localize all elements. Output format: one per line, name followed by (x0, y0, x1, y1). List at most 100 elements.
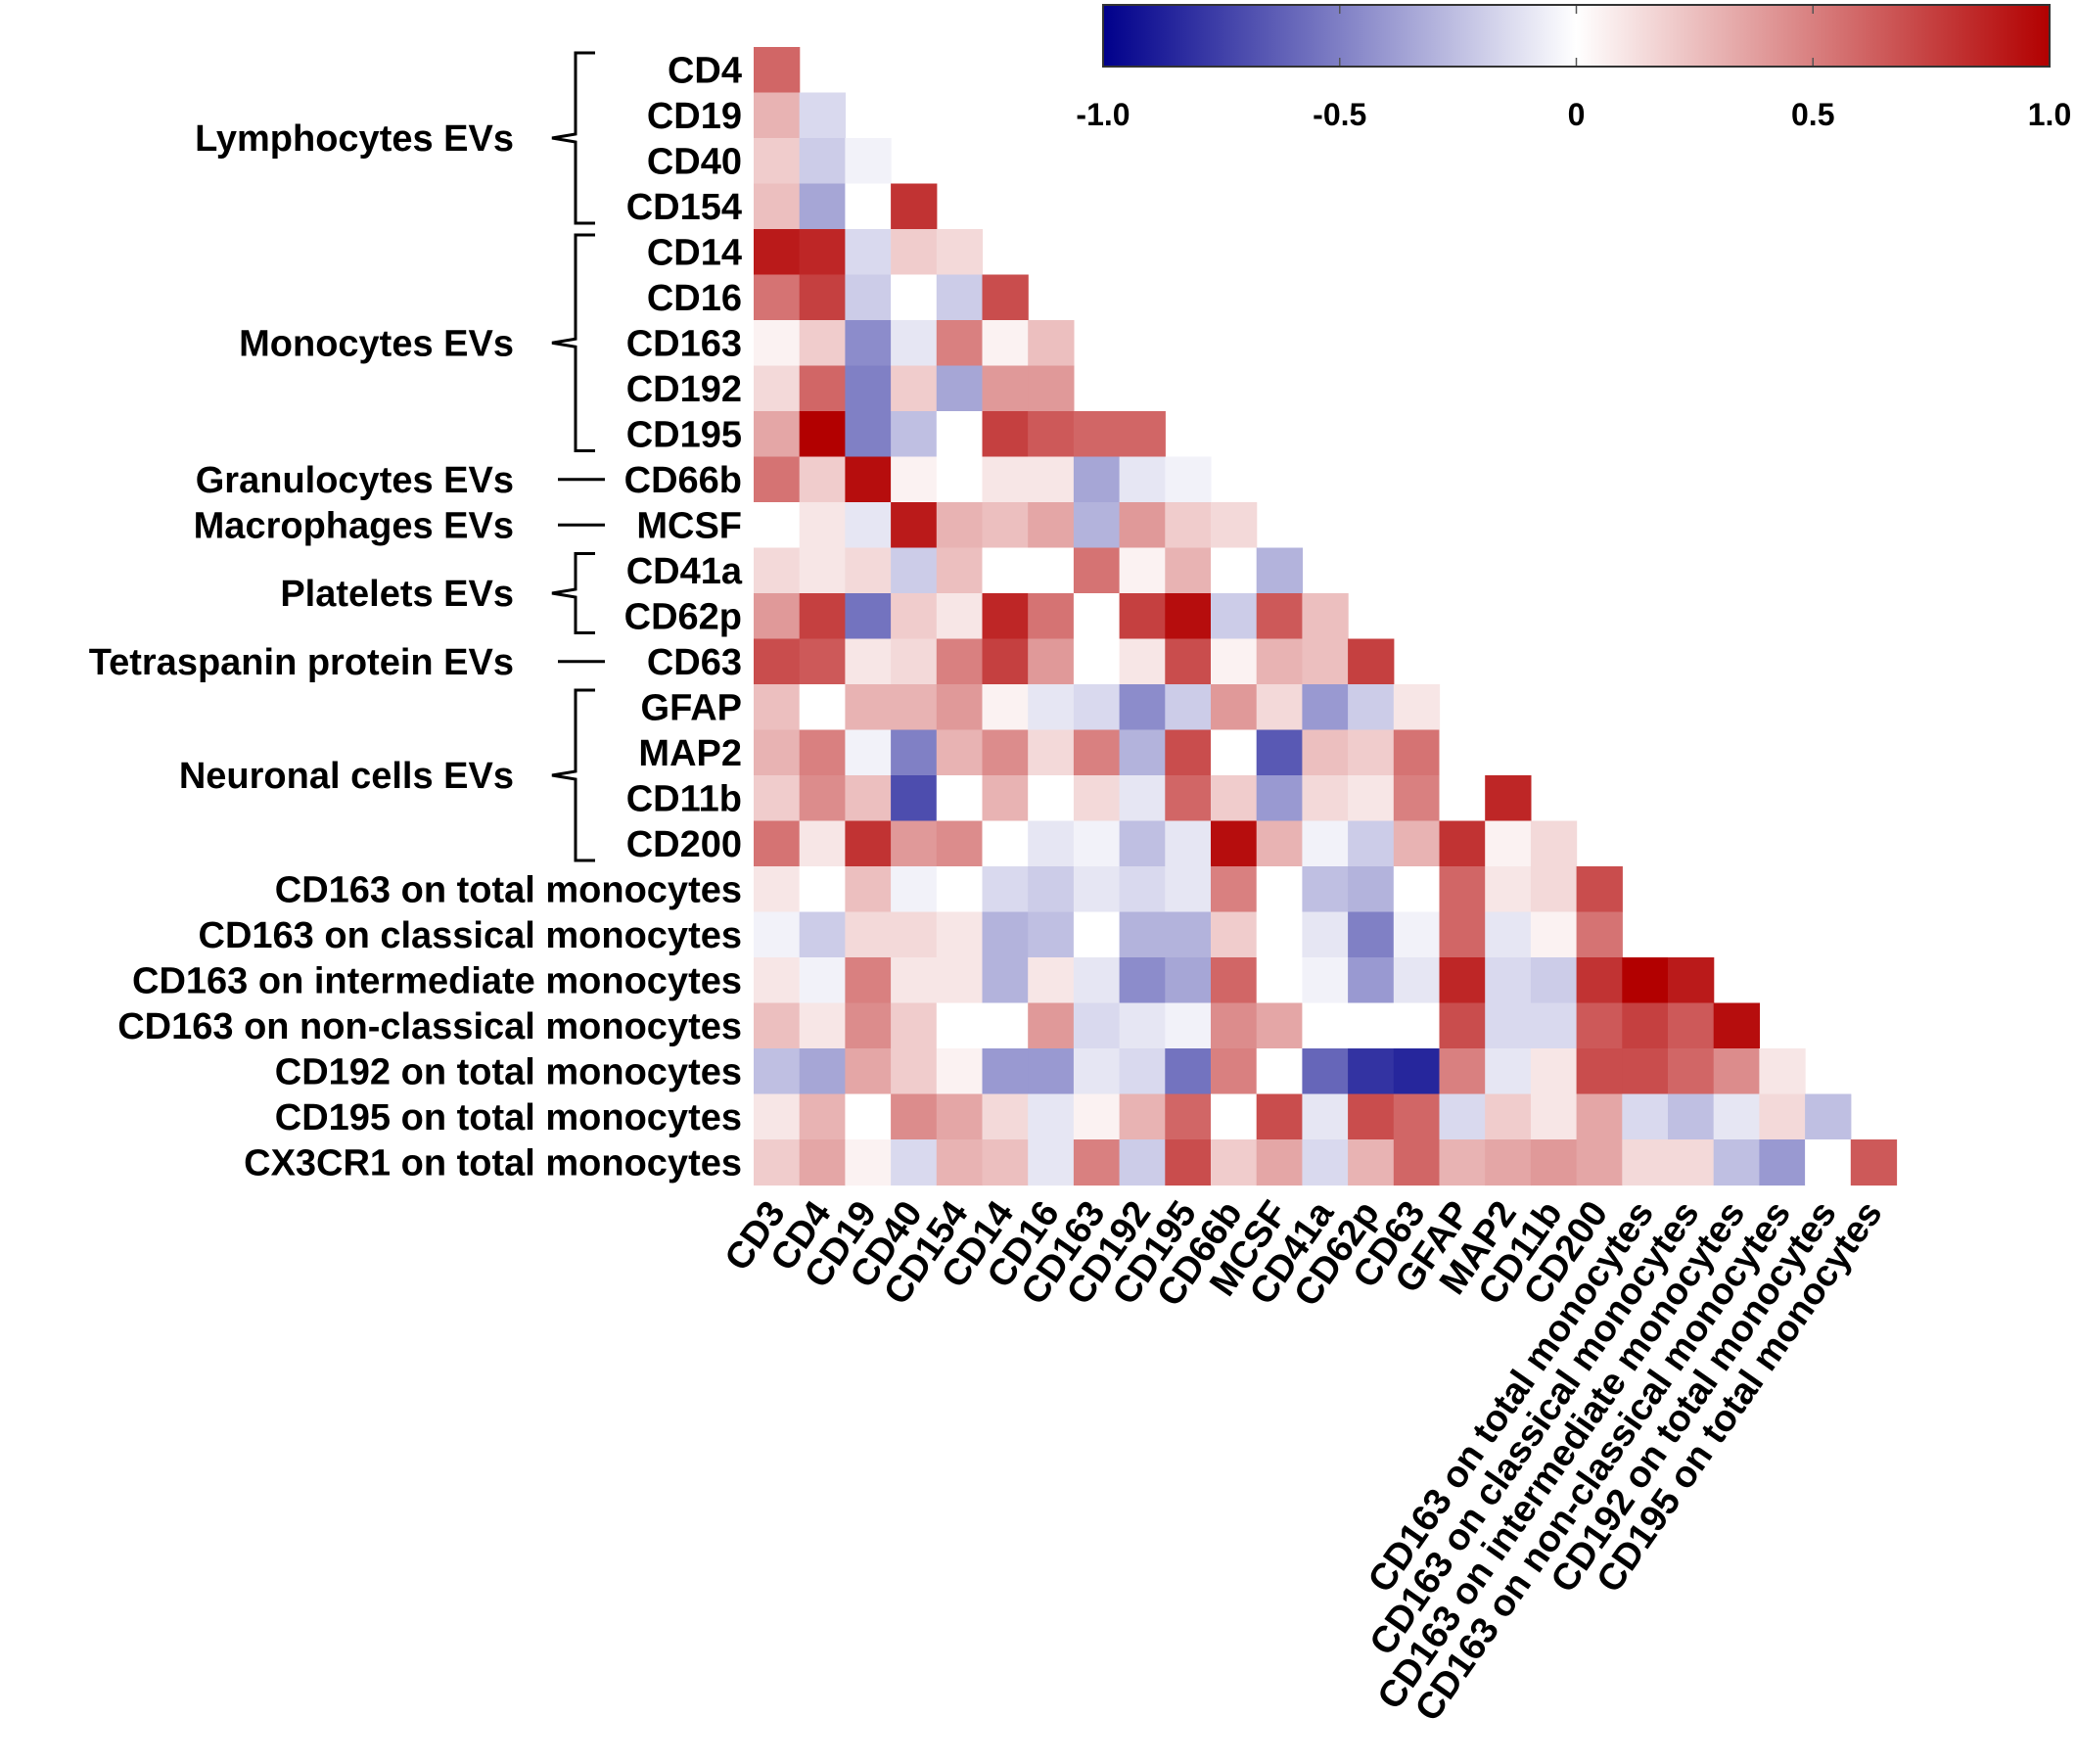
heatmap-cell: MCSF / CD4: 0.1 (799, 502, 846, 549)
heatmap-cell: CD63 / CD16: 0.4 (1028, 638, 1075, 685)
heatmap-cell: CD192 / CD4: 0.6 (799, 365, 846, 412)
heatmap-cell: CD163 on classical monocytes / CD4: -0.2 (799, 911, 846, 958)
row-label: CD195 on total monocytes (275, 1097, 742, 1138)
heatmap-cell: CD163 on classical monocytes / CD14: -0.… (982, 911, 1029, 958)
heatmap-cell: CD163 on non-classical monocytes / CD4: … (799, 1002, 846, 1049)
heatmap-cell: MAP2 / CD16: 0.15 (1028, 729, 1075, 776)
heatmap-cell: CD163 on non-classical monocytes / MCSF:… (1256, 1002, 1303, 1049)
heatmap-cell: CD192 on total monocytes / CD41a: -0.6 (1302, 1048, 1349, 1095)
heatmap-cell: MAP2 / CD192: -0.3 (1119, 729, 1166, 776)
heatmap-cell: GFAP / CD16: -0.1 (1028, 684, 1075, 731)
row-label: CD154 (626, 187, 742, 228)
heatmap-cell: CX3CR1 on total monocytes / CD62p: 0.3 (1348, 1139, 1395, 1186)
heatmap-cell: CD163 on classical monocytes / CD16: -0.… (1028, 911, 1075, 958)
heatmap-cell: CD163 on non-classical monocytes / MAP2:… (1485, 1002, 1532, 1049)
heatmap-cell: CD163 / CD16: 0.25 (1028, 320, 1075, 367)
heatmap-cell: CD63 / CD66b: 0.05 (1211, 638, 1258, 685)
heatmap-cell: GFAP / CD163: -0.15 (1073, 684, 1121, 731)
heatmap-cell: CD163 on intermediate monocytes / CD154:… (936, 957, 984, 1004)
heatmap-cell: CD195 on total monocytes / CD163: 0.05 (1073, 1093, 1121, 1140)
heatmap-cell: MAP2 / CD154: 0.3 (936, 729, 984, 776)
heatmap-cell: CD195 on total monocytes / CD16: -0.1 (1028, 1093, 1075, 1140)
heatmap-cell: CD200 / CD16: -0.1 (1028, 820, 1075, 867)
heatmap-cell: CD163 on intermediate monocytes / CD63: … (1393, 957, 1441, 1004)
heatmap-cell: CD163 on total monocytes / CD16: -0.2 (1028, 866, 1075, 913)
heatmap-cell: CD154 / CD3: 0.25 (754, 183, 801, 230)
heatmap-cell: CD163 on classical monocytes / CD62p: -0… (1348, 911, 1395, 958)
heatmap-cell: CD11b / MCSF: -0.4 (1256, 775, 1303, 822)
group-label: Neuronal cells EVs (179, 756, 514, 797)
heatmap-cell: GFAP / CD192: -0.45 (1119, 684, 1166, 731)
heatmap-cell: CD16 / CD3: 0.55 (754, 274, 801, 321)
heatmap-cell: MAP2 / CD4: 0.5 (799, 729, 846, 776)
heatmap-cell: CD163 on non-classical monocytes / CD163… (1668, 1002, 1715, 1049)
heatmap-cell: CD62p / CD14: 0.85 (982, 593, 1029, 640)
heatmap-cell: CD163 on non-classical monocytes / CD66b… (1211, 1002, 1258, 1049)
heatmap-cell: CD62p / MCSF: 0.65 (1256, 593, 1303, 640)
heatmap-cell: MAP2 / CD41a: 0.25 (1302, 729, 1349, 776)
heatmap-cell: CD66b / CD3: 0.55 (754, 456, 801, 503)
heatmap-cell: CD163 on total monocytes / CD195: -0.1 (1165, 866, 1212, 913)
heatmap-cell: CD192 on total monocytes / CD163 on inte… (1713, 1048, 1760, 1095)
group-label: Macrophages EVs (194, 505, 514, 546)
heatmap-cell: CD195 on total monocytes / CD41a: -0.1 (1302, 1093, 1349, 1140)
group-bracket (551, 688, 595, 862)
heatmap-cell: CD66b / CD154: 0 (936, 456, 984, 503)
heatmap-cell: CD192 on total monocytes / CD192: -0.15 (1119, 1048, 1166, 1095)
heatmap-cell: CD192 on total monocytes / CD14: -0.4 (982, 1048, 1029, 1095)
heatmap-cell: CD163 on non-classical monocytes / CD192… (1119, 1002, 1166, 1049)
heatmap-cell: CD163 on non-classical monocytes / GFAP:… (1439, 1002, 1486, 1049)
heatmap-cell: MAP2 / CD66b: 0 (1211, 729, 1258, 776)
heatmap-cell: CD163 on classical monocytes / CD154: 0.… (936, 911, 984, 958)
heatmap-cell: MAP2 / CD62p: 0.2 (1348, 729, 1395, 776)
row-label: CD66b (624, 460, 742, 501)
heatmap-cell: CD163 on non-classical monocytes / CD40:… (891, 1002, 938, 1049)
heatmap-cell: CD66b / CD163: -0.35 (1073, 456, 1121, 503)
heatmap-cell: CD163 on total monocytes / CD63: 0 (1393, 866, 1441, 913)
heatmap-cell: CD11b / CD40: -0.7 (891, 775, 938, 822)
heatmap-cell: CD163 on classical monocytes / GFAP: 0.6 (1439, 911, 1486, 958)
heatmap-cell: CX3CR1 on total monocytes / CD192: -0.2 (1119, 1139, 1166, 1186)
heatmap-cell: CD163 on classical monocytes / CD3: -0.0… (754, 911, 801, 958)
heatmap-cell: CD14 / CD19: -0.15 (845, 229, 892, 276)
heatmap-cell: CD62p / CD3: 0.4 (754, 593, 801, 640)
heatmap-cell: CD195 / CD163: 0.6 (1073, 411, 1121, 458)
heatmap-cell: CD163 on intermediate monocytes / CD3: 0… (754, 957, 801, 1004)
heatmap-cell: MCSF / CD195: 0.2 (1165, 502, 1212, 549)
colorbar-ticks: -1.0 -0.5 0 0.5 1.0 (1076, 4, 2071, 132)
heatmap-cell: CD195 / CD40: -0.25 (891, 411, 938, 458)
heatmap-cell: CD11b / CD14: 0.3 (982, 775, 1029, 822)
heatmap-cell: CD163 on intermediate monocytes / CD163:… (1073, 957, 1121, 1004)
heatmap-cell: CD11b / CD154: 0 (936, 775, 984, 822)
heatmap-cell: CD163 on intermediate monocytes / CD66b:… (1211, 957, 1258, 1004)
heatmap-cell: MAP2 / CD3: 0.3 (754, 729, 801, 776)
heatmap-cell: CD14 / CD40: 0.2 (891, 229, 938, 276)
heatmap-cell: CD163 on total monocytes / CD11b: 0.15 (1530, 866, 1578, 913)
heatmap-cell: GFAP / CD66b: 0.4 (1211, 684, 1258, 731)
heatmap-cell: MCSF / CD192: 0.4 (1119, 502, 1166, 549)
row-label: CD41a (626, 551, 743, 592)
heatmap-cell: CD192 on total monocytes / CD3: -0.25 (754, 1048, 801, 1095)
heatmap-cell: CD163 on total monocytes / GFAP: 0.6 (1439, 866, 1486, 913)
heatmap-cell: CD63 / CD195: 0.7 (1165, 638, 1212, 685)
heatmap-cell: CD163 on non-classical monocytes / CD163… (1622, 1002, 1669, 1049)
heatmap-cell: CD19 / CD3: 0.3 (754, 92, 801, 139)
heatmap-cell: CD195 / CD154: 0 (936, 411, 984, 458)
heatmap-cell: CD41a / MCSF: -0.3 (1256, 547, 1303, 594)
row-label: MAP2 (638, 733, 742, 774)
heatmap-cell: CD200 / CD195: -0.1 (1165, 820, 1212, 867)
heatmap-cell: CD195 on total monocytes / CD163 on inte… (1713, 1093, 1760, 1140)
heatmap-cell: CD163 on non-classical monocytes / CD200… (1576, 1002, 1623, 1049)
heatmap-cell: CD63 / CD192: 0.1 (1119, 638, 1166, 685)
heatmap-cell: CD163 on total monocytes / CD40: -0.05 (891, 866, 938, 913)
heatmap-cell: MCSF / CD16: 0.35 (1028, 502, 1075, 549)
heatmap-cell: CX3CR1 on total monocytes / CD66b: 0.2 (1211, 1139, 1258, 1186)
heatmap-cell: MAP2 / CD195: 0.7 (1165, 729, 1212, 776)
heatmap-cell: CD19 / CD4: -0.15 (799, 92, 846, 139)
heatmap-cell: CD163 on total monocytes / CD3: 0.1 (754, 866, 801, 913)
heatmap-cell: CX3CR1 on total monocytes / CD163 on int… (1713, 1139, 1760, 1186)
heatmap-cell: CD195 on total monocytes / CD163 on non-… (1759, 1093, 1806, 1140)
heatmap-cell: CD11b / CD19: 0.25 (845, 775, 892, 822)
